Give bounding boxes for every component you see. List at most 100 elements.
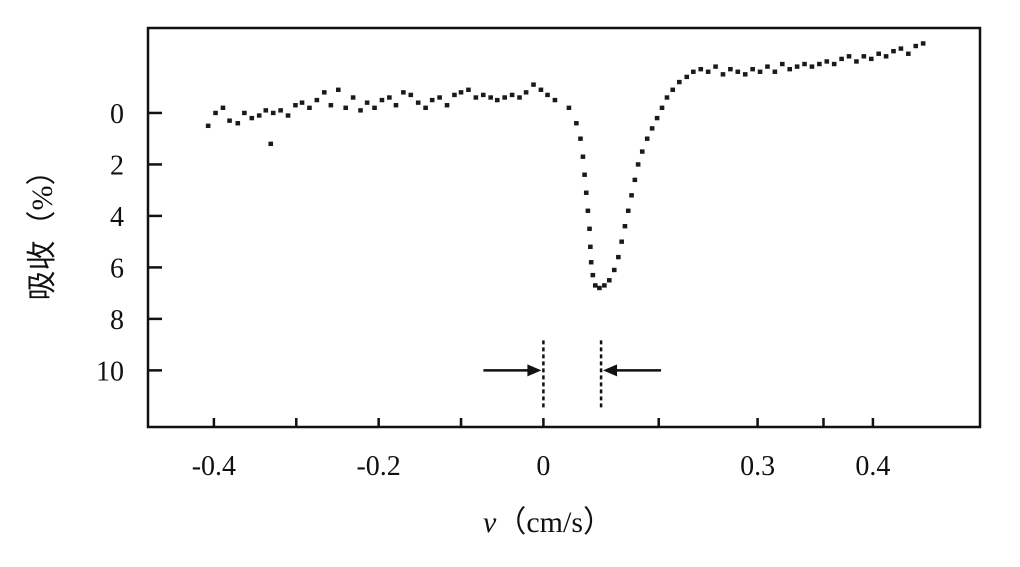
data-point-10 xyxy=(278,108,283,113)
data-point-43 xyxy=(517,95,522,100)
data-point-41 xyxy=(502,95,507,100)
data-point-85 xyxy=(720,72,726,77)
data-point-91 xyxy=(765,64,770,69)
data-point-26 xyxy=(393,103,399,108)
y-tick-label-4: 8 xyxy=(110,305,124,336)
data-point-6 xyxy=(249,115,255,121)
y-tick-label-1: 2 xyxy=(110,150,124,181)
data-point-104 xyxy=(861,54,867,59)
data-point-68 xyxy=(625,208,631,213)
data-point-110 xyxy=(906,51,911,56)
data-point-48 xyxy=(552,97,558,103)
data-point-0 xyxy=(205,123,211,129)
y-tick-label-2: 4 xyxy=(110,202,124,233)
data-point-72 xyxy=(639,149,645,154)
x-axis-variable: v xyxy=(483,506,497,539)
data-point-44 xyxy=(523,90,529,95)
data-point-54 xyxy=(583,190,589,195)
x-axis-unit: （cm/s） xyxy=(496,506,613,539)
data-point-73 xyxy=(644,136,650,141)
data-point-31 xyxy=(429,97,435,103)
data-point-46 xyxy=(538,87,544,92)
data-point-16 xyxy=(321,90,327,95)
data-point-66 xyxy=(619,239,624,244)
data-point-36 xyxy=(466,87,471,92)
data-point-78 xyxy=(670,87,676,92)
data-point-51 xyxy=(578,136,583,141)
data-point-7 xyxy=(256,113,262,118)
data-point-57 xyxy=(588,244,593,250)
data-point-84 xyxy=(713,64,718,69)
data-point-71 xyxy=(635,162,641,167)
y-axis-label: 吸收（%） xyxy=(26,156,59,301)
data-point-38 xyxy=(480,92,486,98)
data-point-64 xyxy=(611,267,617,273)
data-point-58 xyxy=(588,260,594,265)
data-point-93 xyxy=(779,61,785,67)
data-point-98 xyxy=(817,61,822,67)
data-point-101 xyxy=(839,56,844,62)
data-point-77 xyxy=(664,95,670,100)
data-point-49 xyxy=(566,105,572,110)
data-point-25 xyxy=(387,95,392,100)
data-point-9 xyxy=(270,110,276,116)
data-point-63 xyxy=(607,278,612,283)
data-point-79 xyxy=(677,79,682,85)
data-point-103 xyxy=(854,59,859,64)
data-point-86 xyxy=(728,66,733,72)
data-point-87 xyxy=(735,69,741,74)
data-point-95 xyxy=(794,64,800,69)
data-point-76 xyxy=(659,105,665,110)
x-tick-label-2: 0 xyxy=(536,451,550,482)
data-point-75 xyxy=(654,115,660,121)
data-point-100 xyxy=(831,61,837,67)
data-point-40 xyxy=(494,97,500,103)
data-point-52 xyxy=(580,154,586,159)
data-point-102 xyxy=(846,54,852,59)
data-point-82 xyxy=(698,66,704,72)
data-point-108 xyxy=(891,48,896,54)
plot-frame xyxy=(146,26,982,429)
data-point-83 xyxy=(705,69,711,74)
data-point-24 xyxy=(379,97,385,103)
data-point-55 xyxy=(585,208,591,213)
x-axis-label: v（cm/s） xyxy=(483,506,613,539)
data-point-3 xyxy=(227,118,232,123)
data-point-61 xyxy=(597,285,602,291)
data-point-111 xyxy=(913,43,919,49)
axis-labels: 吸收（%） v（cm/s） xyxy=(26,156,613,540)
data-point-97 xyxy=(809,64,815,69)
data-point-5 xyxy=(242,110,247,116)
data-point-56 xyxy=(587,226,592,231)
data-point-21 xyxy=(358,108,363,113)
data-point-39 xyxy=(488,95,493,100)
data-point-1 xyxy=(213,110,218,116)
data-point-69 xyxy=(629,193,634,198)
data-point-42 xyxy=(509,92,515,98)
data-point-19 xyxy=(343,105,349,110)
data-point-12 xyxy=(293,103,298,108)
data-point-23 xyxy=(372,105,377,110)
data-point-47 xyxy=(545,92,550,98)
data-point-50 xyxy=(574,121,579,126)
data-point-17 xyxy=(328,103,334,108)
data-point-20 xyxy=(350,95,356,100)
data-point-34 xyxy=(452,92,457,98)
data-point-29 xyxy=(415,100,421,105)
data-point-81 xyxy=(691,69,696,74)
data-point-107 xyxy=(883,54,889,59)
data-point-33 xyxy=(444,103,450,108)
data-point-80 xyxy=(684,74,690,80)
y-tick-label-0: 0 xyxy=(110,99,124,130)
data-point-27 xyxy=(401,90,406,95)
data-point-62 xyxy=(602,283,607,288)
linewidth-marker xyxy=(483,340,662,409)
data-point-11 xyxy=(285,113,291,118)
data-point-8 xyxy=(263,108,269,113)
data-point-88 xyxy=(742,72,748,77)
y-tick-label-3: 6 xyxy=(110,253,124,284)
left-arrowhead xyxy=(527,364,542,377)
x-tick-label-0: -0.4 xyxy=(192,451,236,482)
right-arrowhead xyxy=(603,364,618,377)
